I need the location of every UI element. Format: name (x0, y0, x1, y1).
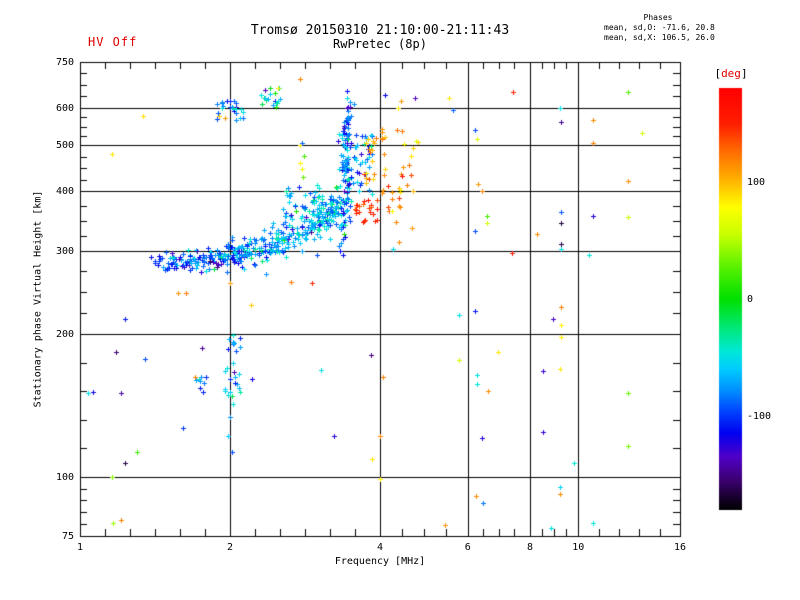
colorbar-unit: deg (721, 67, 741, 80)
plot-title: Tromsø 20150310 21:10:00-21:11:43 (250, 23, 510, 38)
x-axis-label: Frequency [MHz] (334, 556, 426, 567)
colorbar-tick--100: -100 (747, 411, 772, 423)
hv-status-text: HV Off (88, 35, 138, 49)
y-tick-750: 750 (55, 57, 74, 68)
y-tick-600: 600 (55, 102, 74, 114)
colorbar-bracket-close: ] (740, 67, 748, 80)
colorbar-unit-label: [deg] (711, 67, 751, 80)
y-tick-200: 200 (55, 329, 74, 341)
phases-stats-block: Phases mean, sd,O: -71.6, 20.8 mean, sd,… (598, 13, 718, 43)
x-tick-8: 8 (526, 542, 534, 553)
y-axis-label: Stationary phase Virtual Height [km] (32, 190, 44, 408)
y-tick-300: 300 (55, 245, 74, 257)
x-tick-10: 10 (572, 542, 585, 553)
phases-heading: Phases (643, 13, 673, 22)
x-tick-1: 1 (76, 542, 84, 553)
y-tick-400: 400 (55, 186, 74, 198)
colorbar-tick-100: 100 (747, 176, 766, 188)
x-tick-16: 16 (673, 542, 687, 553)
x-tick-2: 2 (226, 542, 234, 553)
x-tick-4: 4 (376, 542, 384, 553)
y-tick-500: 500 (55, 140, 74, 152)
colorbar-bracket-open: [ (714, 67, 722, 80)
phases-mean-sd-o: mean, sd,O: -71.6, 20.8 (604, 23, 715, 32)
y-tick-75: 75 (61, 531, 74, 542)
plot-subtitle: RwPretec (8p) (333, 37, 427, 51)
y-tick-100: 100 (55, 471, 74, 483)
colorbar-tick-0: 0 (747, 294, 754, 305)
phases-mean-sd-x: mean, sd,X: 106.5, 26.0 (604, 33, 715, 42)
x-tick-6: 6 (464, 542, 471, 553)
